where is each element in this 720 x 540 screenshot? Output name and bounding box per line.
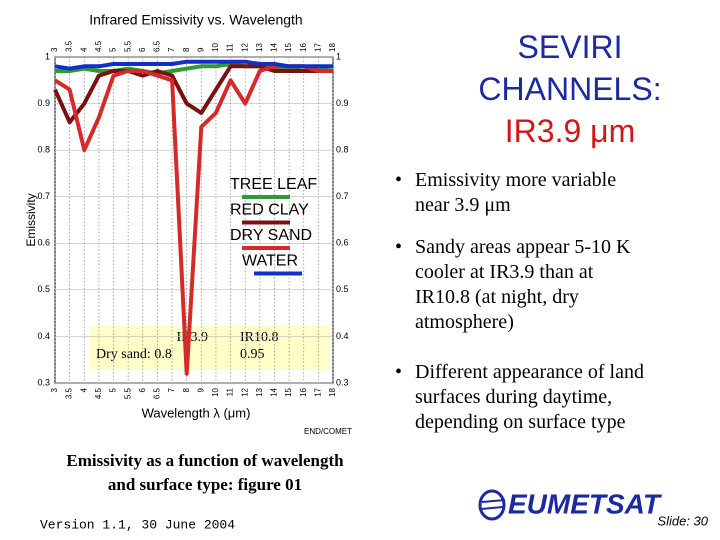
x-tick-label-top: 5 <box>109 47 118 52</box>
x-tick-label-top: 15 <box>284 43 293 52</box>
x-tick-label: 8 <box>182 387 191 392</box>
x-tick-label-top: 9 <box>196 47 205 52</box>
x-tick-label-top: 16 <box>299 43 308 52</box>
annotation: 0.95 <box>240 347 265 362</box>
x-tick-label-top: 17 <box>313 43 322 52</box>
x-tick-label: 5 <box>109 387 118 392</box>
x-tick-label: 3.5 <box>65 387 74 399</box>
x-tick-label-top: 8 <box>182 47 191 52</box>
bullet-text: depending on surface type <box>415 411 626 433</box>
slide-number: Slide: 30 <box>657 513 708 528</box>
y-tick-label-right: 0.9 <box>336 98 349 108</box>
y-tick-label: 0.9 <box>37 98 50 108</box>
source: END/COMET <box>304 427 352 436</box>
series-line <box>55 62 334 76</box>
y-tick-label-right: 1 <box>336 51 341 61</box>
x-tick-label: 6 <box>138 387 147 392</box>
x-tick-label-top: 3.5 <box>65 40 74 52</box>
eumetsat-logo: EUMETSAT <box>478 488 663 521</box>
y-tick-label: 0.4 <box>37 331 50 341</box>
x-tick-label: 14 <box>270 387 279 396</box>
x-tick-label-top: 3 <box>50 47 59 52</box>
series-line <box>53 64 333 125</box>
x-tick-label-top: 6.5 <box>153 40 162 52</box>
annotation: IR10.8 <box>240 330 279 345</box>
x-tick-label: 7 <box>167 387 176 392</box>
y-tick-label-right: 0.5 <box>336 284 349 294</box>
x-tick-label: 4 <box>79 387 88 392</box>
x-tick-label-top: 7 <box>167 47 176 52</box>
x-tick-label-top: 4.5 <box>94 40 103 52</box>
logo-text: EUMETSAT <box>508 488 663 519</box>
version: Version 1.1, 30 June 2004 <box>40 517 235 532</box>
x-tick-label-top: 12 <box>240 43 249 52</box>
bullet-text: surfaces during daytime, <box>415 386 613 408</box>
bullet-text: IR10.8 (at night, dry <box>415 286 579 308</box>
annotation-box <box>90 326 330 370</box>
x-tick-label-top: 10 <box>211 43 220 52</box>
x-tick-label: 13 <box>255 387 264 396</box>
y-tick-label-right: 0.8 <box>336 145 349 155</box>
x-tick-label: 3 <box>50 387 59 392</box>
y-tick-label: 0.5 <box>37 284 50 294</box>
x-tick-label: 17 <box>313 387 322 396</box>
bullet-text: Different appearance of land <box>415 361 644 383</box>
x-tick-label-top: 13 <box>255 43 264 52</box>
y-tick-label: 0.8 <box>37 145 50 155</box>
x-tick-label-top: 6 <box>138 47 147 52</box>
y-tick-label-right: 0.6 <box>336 238 349 248</box>
bullet: • Different appearance of land surfaces du… <box>395 360 644 435</box>
bullet-text: atmosphere) <box>415 311 514 333</box>
chart-title: Infrared Emissivity vs. Wavelength <box>89 12 302 28</box>
x-tick-label: 16 <box>299 387 308 396</box>
series-line <box>54 59 333 71</box>
title-line: IR3.9 μm <box>504 113 636 149</box>
bullet-text: near 3.9 μm <box>415 194 511 216</box>
bullet-text: Emissivity more variable <box>415 169 617 191</box>
x-tick-label: 9 <box>196 387 205 392</box>
x-tick-label: 11 <box>226 387 235 396</box>
caption-line: Emissivity as a function of wavelength <box>66 451 344 470</box>
y-axis-label: Emissivity <box>24 193 38 246</box>
bullet-text: Sandy areas appear 5-10 K <box>415 236 631 258</box>
y-tick-label: 1 <box>45 51 50 61</box>
title-line: SEVIRI <box>517 29 623 65</box>
x-tick-label-top: 14 <box>270 43 279 52</box>
x-tick-label: 12 <box>240 387 249 396</box>
y-tick-label-right: 0.4 <box>336 331 349 341</box>
x-tick-label: 10 <box>211 387 220 396</box>
y-tick-label: 0.6 <box>37 238 50 248</box>
x-tick-label-top: 4 <box>79 47 88 52</box>
bullet-dot: • <box>395 361 403 383</box>
annotation: IR3.9 <box>177 330 209 345</box>
legend-label: RED CLAY <box>230 202 309 219</box>
caption-line: and surface type: figure 01 <box>107 475 303 494</box>
legend-label: WATER <box>242 253 298 270</box>
y-tick-label: 0.3 <box>37 377 50 387</box>
x-tick-label-top: 5.5 <box>123 40 132 52</box>
bullet-dot: • <box>395 236 403 258</box>
y-tick-label-right: 0.7 <box>336 191 349 201</box>
annotation: Dry sand: 0.8 <box>96 347 172 362</box>
x-tick-label-top: 18 <box>328 43 337 52</box>
legend-label: DRY SAND <box>230 227 312 244</box>
bullet: • Sandy areas appear 5-10 K cooler at IR3.… <box>395 235 630 335</box>
y-tick-label-right: 0.3 <box>336 377 349 387</box>
x-tick-label: 5.5 <box>123 387 132 399</box>
bullet-dot: • <box>395 169 403 191</box>
bullet-text: cooler at IR3.9 than at <box>415 261 594 283</box>
bullet: • Emissivity more variable near 3.9 μm <box>395 168 616 218</box>
x-tick-label: 18 <box>328 387 337 396</box>
x-axis-label: Wavelength λ (μm) <box>142 405 251 420</box>
x-tick-label: 6.5 <box>153 387 162 399</box>
legend-label: TREE LEAF <box>230 176 317 193</box>
x-tick-label: 15 <box>284 387 293 396</box>
x-tick-label: 4.5 <box>94 387 103 399</box>
x-tick-label-top: 11 <box>226 43 235 52</box>
title-line: CHANNELS: <box>478 71 662 107</box>
y-tick-label: 0.7 <box>37 191 50 201</box>
